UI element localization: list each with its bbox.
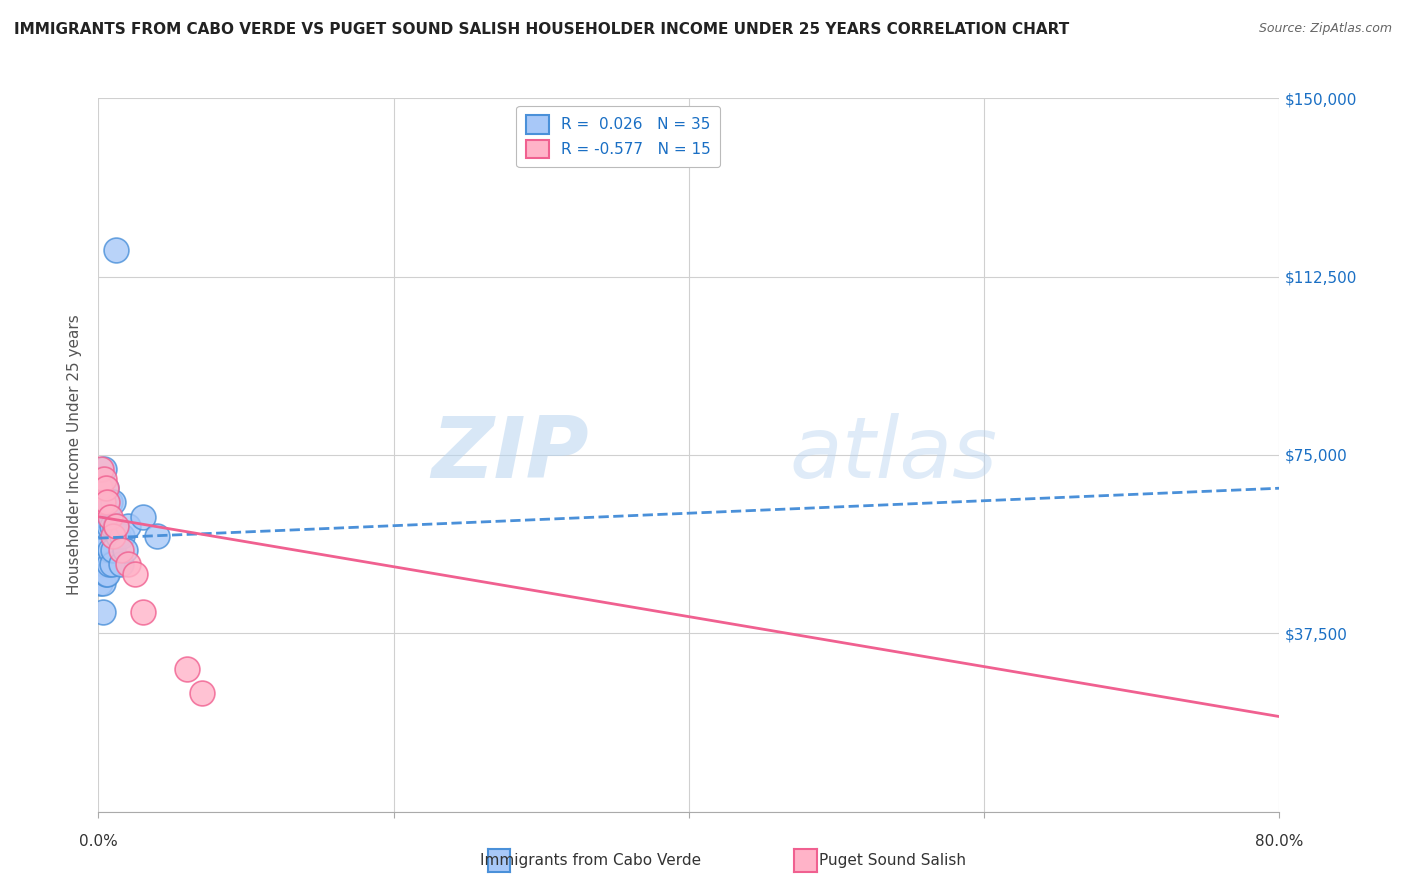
Point xyxy=(100,558,122,572)
Point xyxy=(124,566,146,581)
Text: 0.0%: 0.0% xyxy=(79,834,118,849)
Point xyxy=(110,558,132,572)
Point xyxy=(90,472,112,486)
Y-axis label: Householder Income Under 25 years: Householder Income Under 25 years xyxy=(67,315,83,595)
Point xyxy=(90,543,112,558)
Point xyxy=(105,519,128,533)
Text: 80.0%: 80.0% xyxy=(1256,834,1303,849)
Point xyxy=(146,529,169,543)
Point xyxy=(98,495,121,509)
Point xyxy=(132,605,155,619)
Point xyxy=(117,519,139,533)
Point xyxy=(104,519,127,533)
Text: IMMIGRANTS FROM CABO VERDE VS PUGET SOUND SALISH HOUSEHOLDER INCOME UNDER 25 YEA: IMMIGRANTS FROM CABO VERDE VS PUGET SOUN… xyxy=(14,22,1070,37)
Point xyxy=(96,495,118,509)
Point xyxy=(98,509,121,524)
Point xyxy=(111,529,134,543)
Point xyxy=(96,538,118,552)
Point xyxy=(91,495,114,509)
Point xyxy=(94,481,117,495)
Text: atlas: atlas xyxy=(789,413,997,497)
Point xyxy=(91,605,114,619)
Point xyxy=(94,529,117,543)
Point xyxy=(91,576,114,591)
Point xyxy=(94,481,117,495)
Point xyxy=(89,481,111,495)
Point xyxy=(103,529,125,543)
Text: ZIP: ZIP xyxy=(430,413,589,497)
Point xyxy=(176,662,198,676)
Point xyxy=(114,543,136,558)
Point xyxy=(103,495,125,509)
Legend: R =  0.026   N = 35, R = -0.577   N = 15: R = 0.026 N = 35, R = -0.577 N = 15 xyxy=(516,106,720,168)
Point xyxy=(94,566,117,581)
Point xyxy=(110,543,132,558)
Point xyxy=(93,558,115,572)
Point xyxy=(89,576,111,591)
Point xyxy=(89,529,111,543)
Point xyxy=(98,543,121,558)
Point xyxy=(93,462,115,476)
Point xyxy=(90,462,112,476)
Point xyxy=(117,558,139,572)
Text: Immigrants from Cabo Verde: Immigrants from Cabo Verde xyxy=(479,854,702,868)
Point xyxy=(93,472,115,486)
Point xyxy=(100,519,122,533)
Point xyxy=(97,558,120,572)
Point xyxy=(93,519,115,533)
Point xyxy=(90,509,112,524)
Point xyxy=(91,543,114,558)
Point xyxy=(105,244,128,258)
Text: Puget Sound Salish: Puget Sound Salish xyxy=(820,854,966,868)
Point xyxy=(132,509,155,524)
Point xyxy=(107,529,129,543)
Text: Source: ZipAtlas.com: Source: ZipAtlas.com xyxy=(1258,22,1392,36)
Point xyxy=(97,519,120,533)
Point xyxy=(103,543,125,558)
Point xyxy=(191,686,214,700)
Point xyxy=(96,509,118,524)
Point xyxy=(96,566,118,581)
Point xyxy=(91,495,114,509)
